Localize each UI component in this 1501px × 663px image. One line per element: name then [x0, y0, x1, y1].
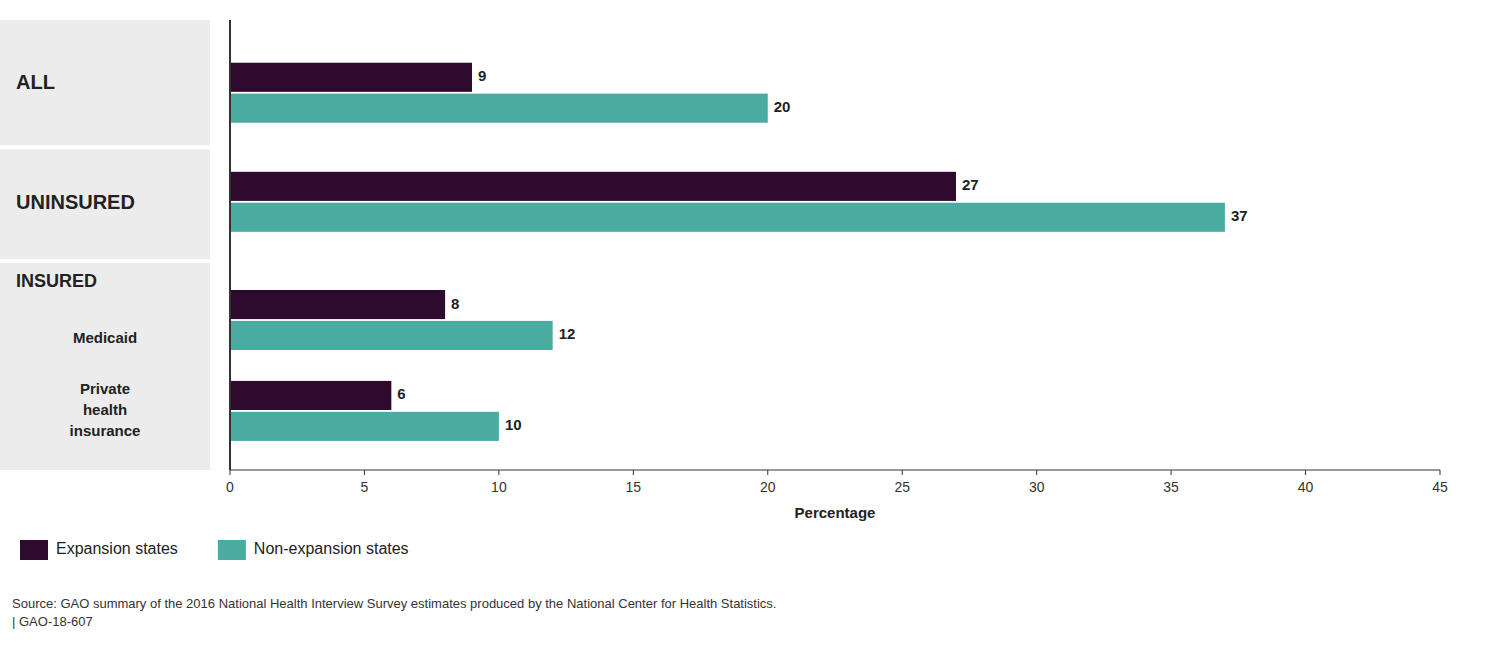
x-tick — [1036, 470, 1037, 475]
x-tick-label: 40 — [1298, 479, 1314, 495]
x-tick-label: 5 — [361, 479, 369, 495]
bar — [230, 290, 445, 319]
category-label: UNINSURED — [16, 191, 135, 213]
x-tick — [1440, 470, 1441, 475]
legend-label: Non-expansion states — [254, 540, 409, 557]
bar — [230, 412, 499, 441]
x-tick — [498, 470, 499, 475]
group-header: INSURED — [16, 271, 97, 291]
x-tick — [633, 470, 634, 475]
x-tick — [364, 470, 365, 475]
label-panel — [0, 20, 210, 470]
x-tick-label: 35 — [1163, 479, 1179, 495]
x-tick — [1171, 470, 1172, 475]
data-labels: 9 27 8 6 20 37 12 10 — [397, 67, 1247, 433]
x-tick — [230, 470, 231, 475]
data-label: 12 — [559, 325, 576, 342]
bar — [230, 172, 956, 201]
x-tick-label: 15 — [626, 479, 642, 495]
x-tick-label: 30 — [1029, 479, 1045, 495]
bar — [230, 94, 768, 123]
data-label: 8 — [451, 295, 459, 312]
data-label: 6 — [397, 385, 405, 402]
source-note: Source: GAO summary of the 2016 National… — [12, 596, 776, 629]
legend-label: Expansion states — [56, 540, 178, 557]
x-tick-label: 0 — [226, 479, 234, 495]
data-label: 37 — [1231, 207, 1248, 224]
x-axis-line — [230, 470, 1440, 471]
data-label: 9 — [478, 67, 486, 84]
x-tick-label: 10 — [491, 479, 507, 495]
x-tick-label: 45 — [1432, 479, 1448, 495]
bar — [230, 381, 391, 410]
data-label: 27 — [962, 176, 979, 193]
category-label: Privatehealthinsurance — [70, 380, 141, 439]
x-tick — [767, 470, 768, 475]
category-label: Medicaid — [73, 329, 137, 346]
bar — [230, 63, 472, 92]
panel-separator — [0, 145, 210, 149]
data-label: 20 — [774, 98, 791, 115]
x-tick-label: 20 — [760, 479, 776, 495]
category-label: ALL — [16, 71, 55, 93]
bar — [230, 203, 1225, 232]
legend: Expansion states Non-expansion states — [20, 540, 409, 560]
x-tick — [1305, 470, 1306, 475]
bar — [230, 321, 553, 350]
x-tick-label: 25 — [894, 479, 910, 495]
legend-swatch — [218, 540, 246, 560]
panel-separator — [0, 259, 210, 263]
legend-swatch — [20, 540, 48, 560]
chart: ALL UNINSURED INSURED Medicaid Privatehealth… — [0, 0, 1501, 663]
data-label: 10 — [505, 416, 522, 433]
bars — [230, 63, 1225, 441]
y-axis-line — [229, 20, 231, 470]
x-tick — [902, 470, 903, 475]
x-axis-label: Percentage — [795, 504, 876, 521]
